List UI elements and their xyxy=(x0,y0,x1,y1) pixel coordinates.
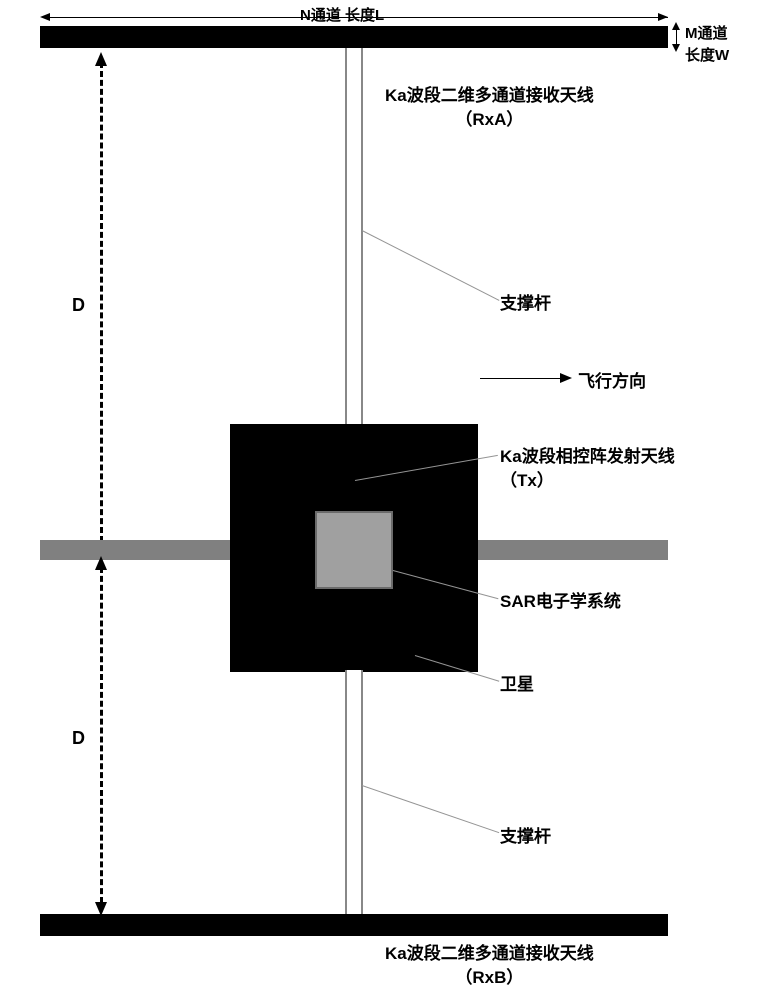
d-top-label: D xyxy=(72,295,85,316)
tx-antenna-right xyxy=(478,540,668,560)
support-bar-bot-label: 支撑杆 xyxy=(500,825,551,849)
support-top-leader xyxy=(362,230,500,301)
support-bar-top-label: 支撑杆 xyxy=(500,292,551,316)
m-length-label: 长度W xyxy=(685,44,729,65)
rx-a-label-line1: Ka波段二维多通道接收天线 （RxA） xyxy=(385,86,594,129)
d-bot-label: D xyxy=(72,728,85,749)
satellite-label: 卫星 xyxy=(500,673,534,697)
n-arrow-right xyxy=(658,13,668,21)
sar-electronics xyxy=(315,511,393,589)
tx-label-text: Ka波段相控阵发射天线 （Tx） xyxy=(500,447,675,490)
rx-a-antenna xyxy=(40,26,668,48)
support-bar-bottom xyxy=(345,670,363,914)
rx-b-antenna xyxy=(40,914,668,936)
rx-b-label: Ka波段二维多通道接收天线 （RxB） xyxy=(385,942,594,990)
n-arrow-left xyxy=(40,13,50,21)
n-channel-label: N通道 长度L xyxy=(300,4,384,25)
m-arrow-down xyxy=(672,44,680,52)
d-top-line xyxy=(100,62,103,542)
m-channel-label: M通道 xyxy=(685,22,728,43)
flight-arrow-head xyxy=(560,373,572,383)
m-dim-line xyxy=(676,28,677,44)
rx-a-label: Ka波段二维多通道接收天线 （RxA） xyxy=(385,84,594,132)
flight-direction-label: 飞行方向 xyxy=(578,370,646,394)
support-bar-top xyxy=(345,48,363,424)
tx-label: Ka波段相控阵发射天线 （Tx） xyxy=(500,445,675,493)
sar-label: SAR电子学系统 xyxy=(500,590,621,614)
rx-b-label-text: Ka波段二维多通道接收天线 （RxB） xyxy=(385,944,594,987)
sar-satellite-diagram: N通道 长度L M通道 长度W Ka波段二维多通道接收天线 （RxA） D 支撑… xyxy=(0,0,767,1000)
support-bot-leader xyxy=(362,785,499,833)
d-bot-line xyxy=(100,567,103,903)
tx-antenna-left xyxy=(40,540,230,560)
flight-arrow-line xyxy=(480,378,560,379)
